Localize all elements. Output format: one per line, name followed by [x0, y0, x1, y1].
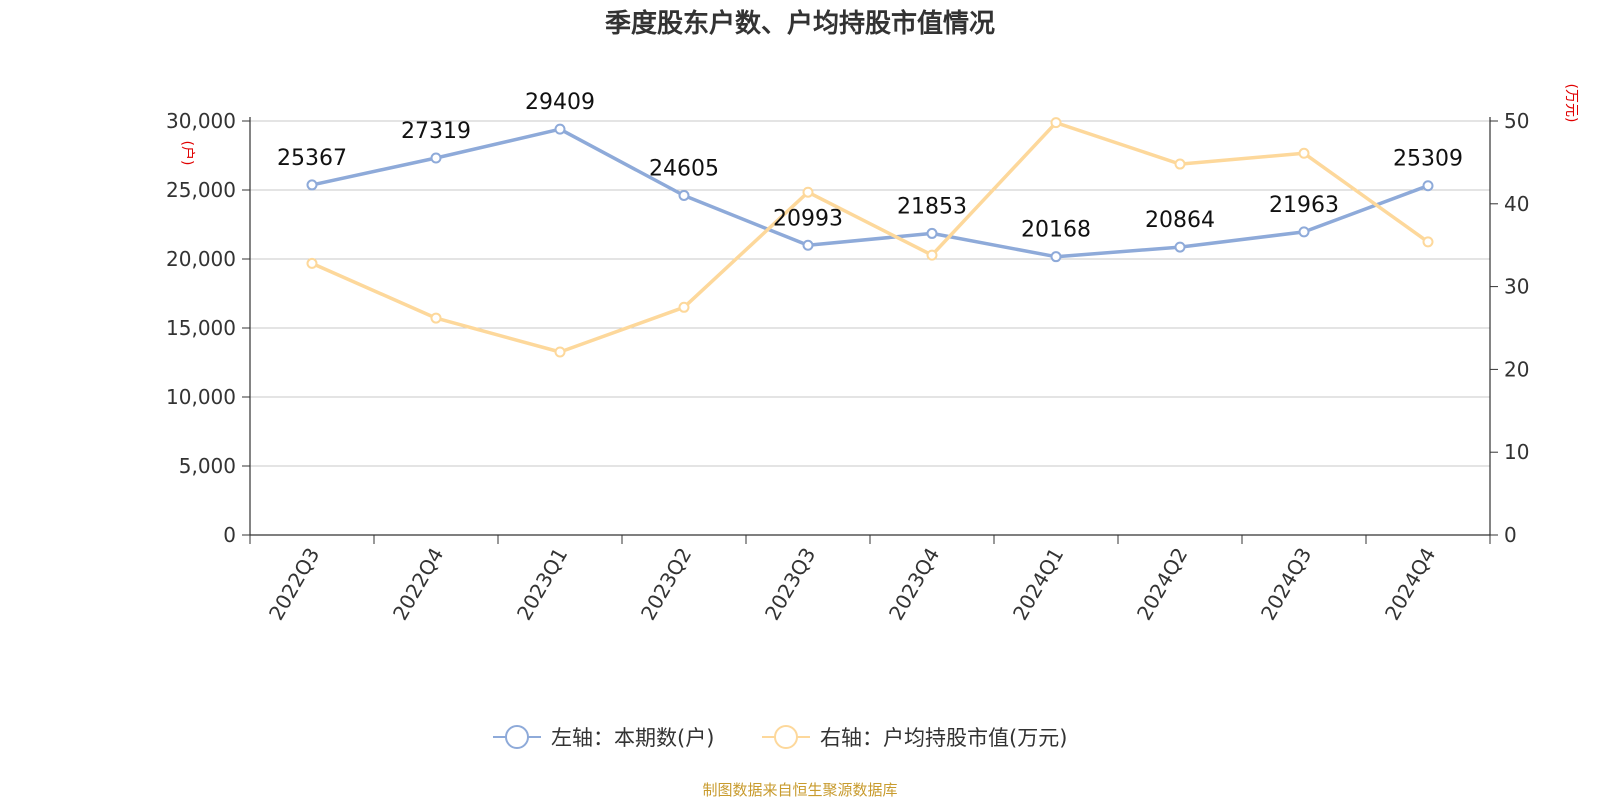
axes: 0 5,000 10,000 15,000 20,000 25,000 30,000 0 10 2… [166, 84, 1579, 625]
y-right-unit: (万元) [1563, 84, 1579, 123]
data-label: 21853 [897, 194, 967, 219]
data-point [1050, 251, 1062, 263]
data-label: 21963 [1269, 193, 1339, 218]
data-point [306, 179, 318, 191]
data-point [554, 123, 566, 135]
y-left-tick-label: 30,000 [166, 109, 236, 133]
data-label: 24605 [649, 156, 719, 181]
x-tick-label: 2024Q2 [1132, 544, 1192, 625]
legend-marker-icon [505, 725, 529, 749]
data-point [306, 257, 318, 269]
y-right-tick-label: 20 [1504, 357, 1529, 381]
data-point [1422, 180, 1434, 192]
series-lines [311, 120, 1430, 354]
data-label: 29409 [525, 90, 595, 115]
data-label: 20168 [1021, 218, 1091, 243]
data-labels: 25367 27319 29409 24605 20993 21853 20168 20864… [277, 90, 1463, 243]
data-label: 27319 [401, 119, 471, 144]
data-label: 20864 [1145, 208, 1215, 233]
data-label: 20993 [773, 206, 843, 231]
y-left-tick-label: 0 [223, 523, 236, 547]
data-point [926, 249, 938, 261]
data-point [430, 312, 442, 324]
series-line-0 [311, 127, 1429, 259]
data-label: 25309 [1393, 147, 1463, 172]
x-tick-label: 2023Q2 [636, 544, 696, 625]
legend-label: 左轴：本期数(户) [551, 726, 714, 750]
data-point [1050, 117, 1062, 129]
y-right-tick-label: 0 [1504, 523, 1517, 547]
data-point [802, 186, 814, 198]
legend-item-0[interactable]: 左轴：本期数(户) [493, 725, 714, 750]
data-point [802, 239, 814, 251]
data-point [678, 189, 690, 201]
legend-marker-icon [774, 725, 798, 749]
data-point [1298, 226, 1310, 238]
legend-item-1[interactable]: 右轴：户均持股市值(万元) [762, 725, 1067, 750]
y-right-tick-label: 10 [1504, 440, 1529, 464]
x-tick-label: 2023Q4 [884, 544, 944, 625]
x-tick-label: 2022Q4 [388, 544, 448, 625]
y-right-tick-label: 50 [1504, 109, 1529, 133]
y-left-tick-label: 5,000 [179, 454, 236, 478]
x-tick-label: 2023Q3 [760, 544, 820, 625]
data-point [926, 227, 938, 239]
x-tick-label: 2024Q3 [1256, 544, 1316, 625]
series-line-1 [311, 120, 1430, 354]
legend-label: 右轴：户均持股市值(万元) [820, 726, 1067, 750]
y-right-tick-label: 30 [1504, 275, 1529, 299]
data-point [1174, 158, 1186, 170]
data-point [430, 152, 442, 164]
y-left-tick-label: 15,000 [166, 316, 236, 340]
y-right-tick-label: 40 [1504, 192, 1529, 216]
y-left-tick-label: 20,000 [166, 247, 236, 271]
data-point [678, 301, 690, 313]
x-tick-label: 2023Q1 [512, 544, 572, 625]
y-left-tick-label: 10,000 [166, 385, 236, 409]
chart-title: 季度股东户数、户均持股市值情况 [605, 8, 995, 39]
x-tick-label: 2024Q4 [1380, 544, 1440, 625]
x-tick-label: 2022Q3 [264, 544, 324, 625]
data-point [554, 346, 566, 358]
y-left-tick-label: 25,000 [166, 178, 236, 202]
data-point [1298, 147, 1310, 159]
data-label: 25367 [277, 146, 347, 171]
legend[interactable]: 左轴：本期数(户) 右轴：户均持股市值(万元) [493, 725, 1067, 750]
data-point [1174, 241, 1186, 253]
x-tick-label: 2024Q1 [1008, 544, 1068, 625]
data-point [1422, 236, 1434, 248]
source-note: 制图数据来自恒生聚源数据库 [702, 781, 897, 799]
grid-lines [250, 120, 1490, 467]
data-points [306, 117, 1434, 358]
y-left-unit: (户) [179, 141, 196, 166]
